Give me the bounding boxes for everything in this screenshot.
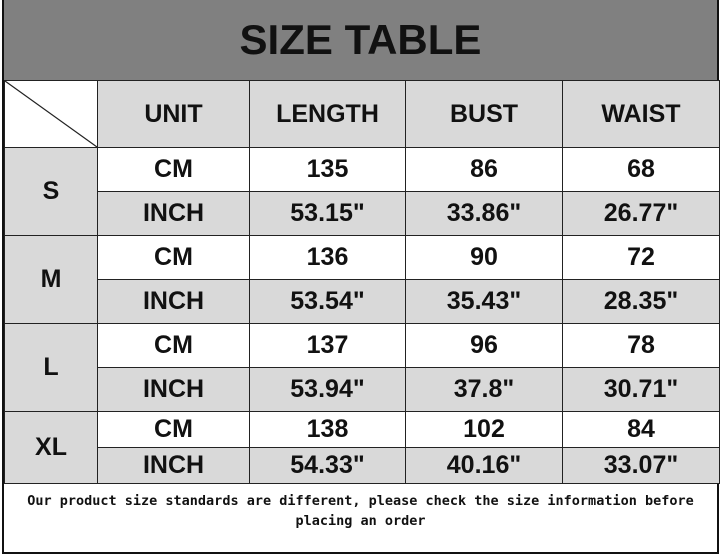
cell-length: 138: [249, 411, 406, 448]
size-row: M CM 136 90 72: [4, 235, 720, 324]
cell-length: 135: [249, 147, 406, 192]
cell-waist: 68: [562, 147, 720, 192]
cell-bust: 37.8": [405, 367, 563, 412]
header-waist: WAIST: [562, 80, 720, 148]
cell-unit: CM: [97, 147, 250, 192]
cell-waist: 78: [562, 323, 720, 368]
corner-cell: [4, 80, 98, 148]
cell-unit: INCH: [97, 447, 250, 484]
cell-waist: 33.07": [562, 447, 720, 484]
cell-unit: INCH: [97, 191, 250, 236]
cell-length: 53.94": [249, 367, 406, 412]
size-note: Our product size standards are different…: [27, 493, 694, 529]
size-label: S: [4, 147, 98, 236]
header-bust: BUST: [405, 80, 563, 148]
header-length: LENGTH: [249, 80, 406, 148]
cell-bust: 102: [405, 411, 563, 448]
cell-bust: 35.43": [405, 279, 563, 324]
size-label: L: [4, 323, 98, 412]
cell-length: 137: [249, 323, 406, 368]
cell-unit: CM: [97, 235, 250, 280]
cell-unit: INCH: [97, 367, 250, 412]
cell-waist: 30.71": [562, 367, 720, 412]
cell-length: 54.33": [249, 447, 406, 484]
size-row: INCH 54.33" 40.16" 33.07": [5, 447, 720, 484]
cell-waist: 84: [562, 411, 720, 448]
cell-bust: 96: [405, 323, 563, 368]
cell-length: 136: [249, 235, 406, 280]
size-row: INCH 53.94" 37.8" 30.71": [5, 367, 720, 412]
size-row: INCH 53.15" 33.86" 26.77": [5, 191, 720, 236]
cell-unit: INCH: [97, 279, 250, 324]
header-unit: UNIT: [97, 80, 250, 148]
size-row: INCH 53.54" 35.43" 28.35": [5, 279, 720, 324]
cell-waist: 72: [562, 235, 720, 280]
cell-bust: 33.86": [405, 191, 563, 236]
size-label: XL: [4, 411, 98, 484]
cell-unit: CM: [97, 323, 250, 368]
cell-bust: 86: [405, 147, 563, 192]
cell-unit: CM: [97, 411, 250, 448]
cell-bust: 40.16": [405, 447, 563, 484]
header-row: UNIT LENGTH BUST WAIST: [4, 80, 720, 148]
cell-length: 53.54": [249, 279, 406, 324]
page-title: SIZE TABLE: [4, 0, 717, 80]
cell-bust: 90: [405, 235, 563, 280]
size-row: XL CM 138 102 84: [4, 411, 720, 484]
size-table: UNIT LENGTH BUST WAIST S CM 135 86 68 INCH 53.…: [4, 80, 720, 484]
size-label: M: [4, 235, 98, 324]
cell-waist: 28.35": [562, 279, 720, 324]
cell-waist: 26.77": [562, 191, 720, 236]
cell-length: 53.15": [249, 191, 406, 236]
size-row: L CM 137 96 78: [4, 323, 720, 412]
size-row: S CM 135 86 68: [4, 147, 720, 236]
